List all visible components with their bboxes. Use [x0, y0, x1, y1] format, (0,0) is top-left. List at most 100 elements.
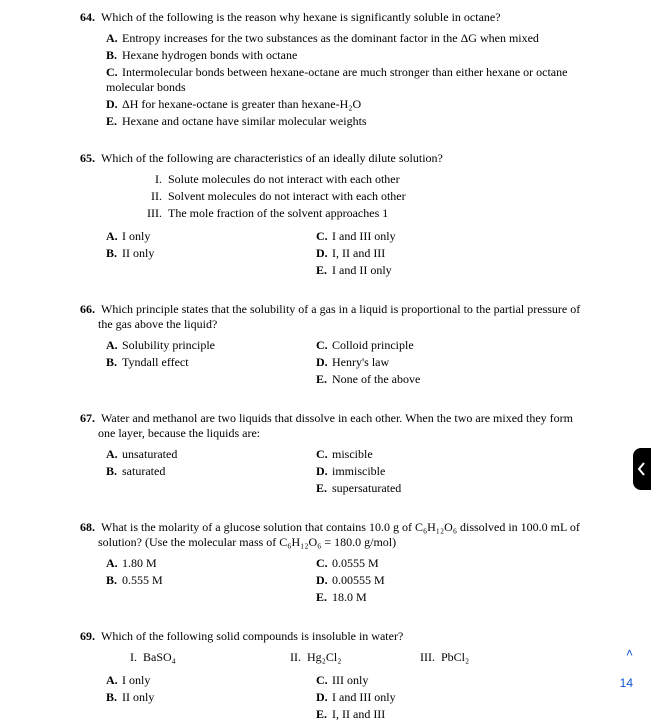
question-text: 69. Which of the following solid compoun… [80, 629, 581, 644]
question-69: 69. Which of the following solid compoun… [80, 629, 581, 724]
choice-text: 0.00555 M [332, 573, 385, 587]
choice-letter: B. [106, 48, 122, 63]
choice-letter: C. [316, 229, 332, 244]
choice-text: II only [122, 690, 154, 704]
scroll-up-icon[interactable]: ˄ [626, 646, 633, 660]
choice-letter: C. [316, 447, 332, 462]
choice-text: Intermolecular bonds between hexane-octa… [106, 65, 567, 94]
choice-letter: A. [106, 229, 122, 244]
choice-letter: E. [316, 590, 332, 605]
choice-text: I and III only [332, 229, 396, 243]
choice-text: immiscible [332, 464, 385, 478]
choice-letter: A. [106, 673, 122, 688]
choice-text: I only [122, 673, 150, 687]
choice-text: Henry's law [332, 355, 389, 369]
choice-letter: C. [106, 65, 122, 80]
choice-text: I, II and III [332, 707, 385, 721]
choice-text: Hexane and octane have similar molecular… [122, 114, 367, 128]
choice-text: supersaturated [332, 481, 401, 495]
roman-inline: I. BaSO₄ II. Hg₂Cl₂ III. PbCl₂ [80, 650, 581, 665]
question-67: 67. Water and methanol are two liquids t… [80, 411, 581, 498]
choice-text: Hexane hydrogen bonds with octane [122, 48, 297, 62]
choice-text: 18.0 M [332, 590, 367, 604]
choice-letter: B. [106, 355, 122, 370]
choice-letter: D. [316, 464, 332, 479]
side-tab-icon[interactable] [633, 448, 651, 490]
choice-letter: D. [316, 246, 332, 261]
choice-letter: E. [106, 114, 122, 129]
choice-letter: E. [316, 707, 332, 722]
choice-letter: C. [316, 673, 332, 688]
choice-text: Tyndall effect [122, 355, 189, 369]
choice-letter: E. [316, 481, 332, 496]
choice-letter: B. [106, 464, 122, 479]
choice-text: Colloid principle [332, 338, 414, 352]
question-body: Water and methanol are two liquids that … [98, 411, 573, 440]
question-66: 66. Which principle states that the solu… [80, 302, 581, 389]
choice-text: I only [122, 229, 150, 243]
choice-text: I and III only [332, 690, 396, 704]
roman-text: Solvent molecules do not interact with e… [168, 189, 406, 203]
question-body: Which of the following are characteristi… [101, 151, 443, 165]
choices: A.unsaturated B.saturated C.miscible D.i… [80, 447, 581, 498]
question-number: 69. [80, 629, 95, 643]
question-number: 65. [80, 151, 95, 165]
question-number: 66. [80, 302, 95, 316]
choice-text: II only [122, 246, 154, 260]
roman-text: Hg₂Cl₂ [307, 650, 341, 664]
choice-text: None of the above [332, 372, 420, 386]
choices: A.I only B.II only C.I and III only D.I,… [80, 229, 581, 280]
choice-letter: A. [106, 447, 122, 462]
choice-letter: D. [316, 690, 332, 705]
choice-letter: E. [316, 372, 332, 387]
question-text: 66. Which principle states that the solu… [80, 302, 581, 332]
choice-letter: C. [316, 338, 332, 353]
question-68: 68. What is the molarity of a glucose so… [80, 520, 581, 607]
question-text: 68. What is the molarity of a glucose so… [80, 520, 581, 550]
choice-text: 0.555 M [122, 573, 163, 587]
question-65: 65. Which of the following are character… [80, 151, 581, 280]
choice-text: miscible [332, 447, 373, 461]
question-64: 64. Which of the following is the reason… [80, 10, 581, 129]
question-body: Which of the following is the reason why… [101, 10, 501, 24]
choice-letter: A. [106, 338, 122, 353]
choices: A.Solubility principle B.Tyndall effect … [80, 338, 581, 389]
roman-num: I. [140, 172, 162, 187]
choices: A.I only B.II only C.III only D.I and II… [80, 673, 581, 724]
choice-letter: E. [316, 263, 332, 278]
question-body: What is the molarity of a glucose soluti… [98, 520, 580, 549]
roman-num: II. [290, 650, 307, 664]
roman-num: III. [140, 206, 162, 221]
choice-text: saturated [122, 464, 165, 478]
roman-list: I. Solute molecules do not interact with … [80, 172, 581, 221]
choice-letter: B. [106, 573, 122, 588]
question-number: 68. [80, 520, 95, 534]
choice-text: 1.80 M [122, 556, 157, 570]
question-text: 67. Water and methanol are two liquids t… [80, 411, 581, 441]
choices: A.1.80 M B.0.555 M C.0.0555 M D.0.00555 … [80, 556, 581, 607]
roman-text: BaSO₄ [143, 650, 176, 664]
choice-text: I and II only [332, 263, 392, 277]
choice-text: I, II and III [332, 246, 385, 260]
choice-text: ΔH for hexane-octane is greater than hex… [122, 97, 361, 111]
choice-letter: B. [106, 690, 122, 705]
choice-text: 0.0555 M [332, 556, 379, 570]
question-body: Which of the following solid compounds i… [101, 629, 403, 643]
choice-text: III only [332, 673, 368, 687]
choice-text: Entropy increases for the two substances… [122, 31, 539, 45]
question-number: 64. [80, 10, 95, 24]
choice-letter: D. [106, 97, 122, 112]
choices: A.Entropy increases for the two substanc… [80, 31, 581, 129]
roman-text: Solute molecules do not interact with ea… [168, 172, 400, 186]
roman-text: The mole fraction of the solvent approac… [168, 206, 388, 220]
choice-letter: D. [316, 573, 332, 588]
roman-num: III. [420, 650, 441, 664]
choice-text: Solubility principle [122, 338, 215, 352]
choice-letter: B. [106, 246, 122, 261]
roman-num: II. [140, 189, 162, 204]
question-number: 67. [80, 411, 95, 425]
roman-num: I. [130, 650, 143, 664]
page-number: 14 [620, 676, 633, 690]
choice-letter: D. [316, 355, 332, 370]
question-text: 65. Which of the following are character… [80, 151, 581, 166]
